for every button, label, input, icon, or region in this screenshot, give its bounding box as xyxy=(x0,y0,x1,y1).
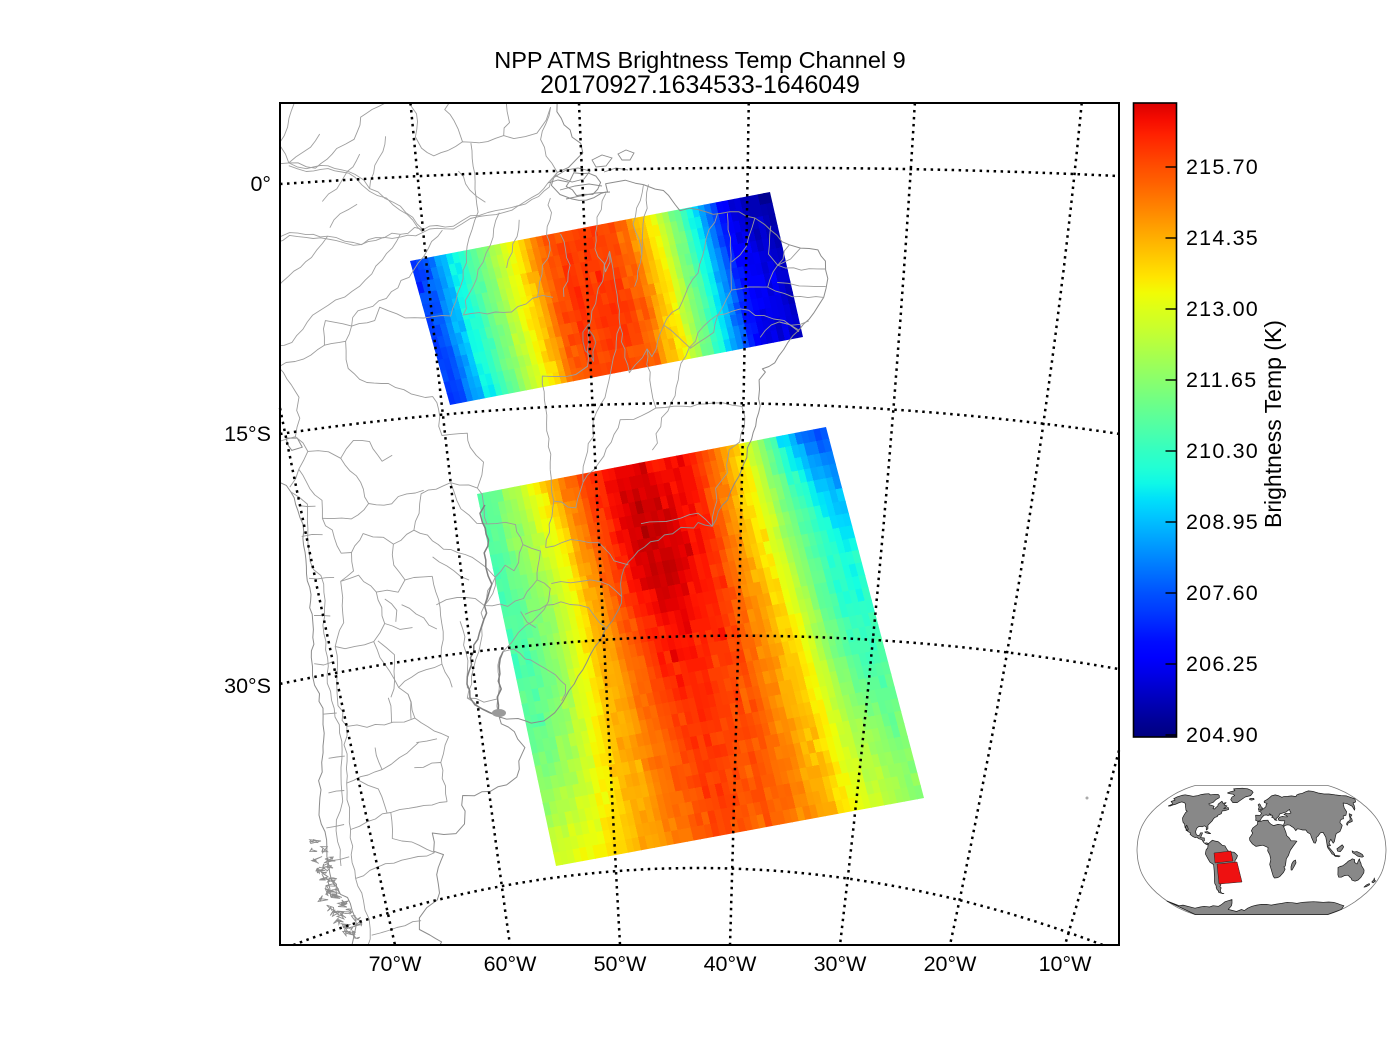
svg-text:30°W: 30°W xyxy=(814,952,868,976)
svg-text:60°W: 60°W xyxy=(484,952,538,976)
svg-text:40°W: 40°W xyxy=(704,952,758,976)
svg-text:Brightness Temp (K): Brightness Temp (K) xyxy=(1260,320,1286,528)
svg-text:213.00: 213.00 xyxy=(1186,297,1259,321)
svg-text:215.70: 215.70 xyxy=(1186,155,1259,179)
svg-text:204.90: 204.90 xyxy=(1186,723,1259,747)
svg-text:10°W: 10°W xyxy=(1039,952,1093,976)
svg-text:0°: 0° xyxy=(250,172,271,196)
svg-text:70°W: 70°W xyxy=(369,952,423,976)
svg-text:208.95: 208.95 xyxy=(1186,510,1259,534)
svg-text:207.60: 207.60 xyxy=(1186,581,1259,605)
svg-text:NPP ATMS Brightness Temp Chann: NPP ATMS Brightness Temp Channel 9 xyxy=(494,47,905,73)
svg-text:50°W: 50°W xyxy=(594,952,648,976)
svg-text:210.30: 210.30 xyxy=(1186,439,1259,463)
svg-text:214.35: 214.35 xyxy=(1186,226,1259,250)
svg-text:206.25: 206.25 xyxy=(1186,652,1259,676)
svg-text:15°S: 15°S xyxy=(224,422,271,446)
svg-text:20170927.1634533-1646049: 20170927.1634533-1646049 xyxy=(540,71,860,99)
svg-text:30°S: 30°S xyxy=(224,674,271,698)
svg-text:211.65: 211.65 xyxy=(1186,368,1257,392)
svg-text:20°W: 20°W xyxy=(924,952,978,976)
